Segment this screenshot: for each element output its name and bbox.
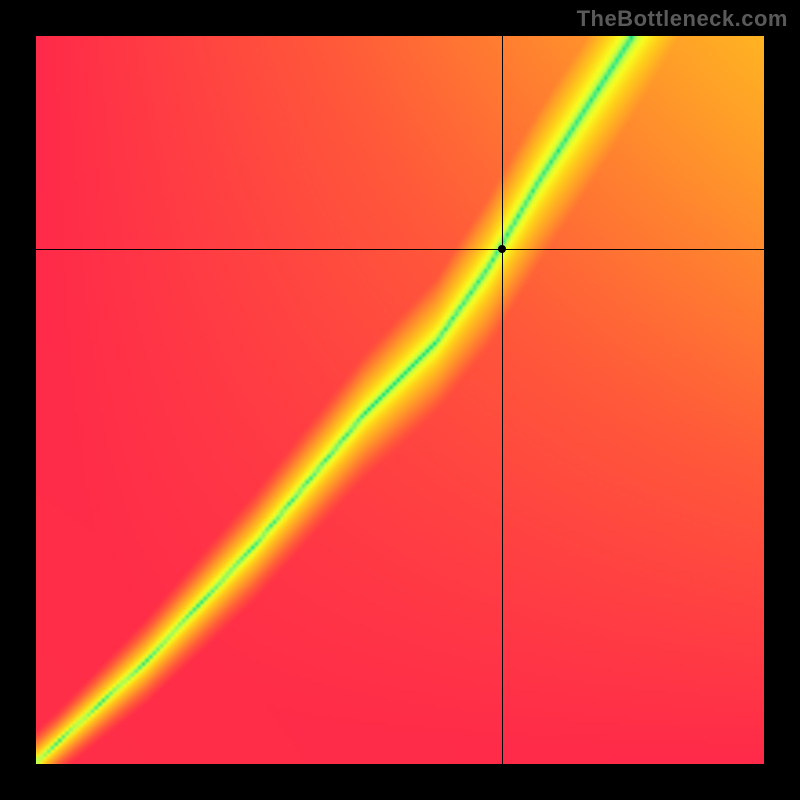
crosshair-vertical: [502, 36, 503, 764]
watermark-text: TheBottleneck.com: [577, 6, 788, 32]
crosshair-marker: [498, 245, 506, 253]
heatmap-canvas: [36, 36, 764, 764]
crosshair-horizontal: [36, 249, 764, 250]
bottleneck-heatmap: [36, 36, 764, 764]
